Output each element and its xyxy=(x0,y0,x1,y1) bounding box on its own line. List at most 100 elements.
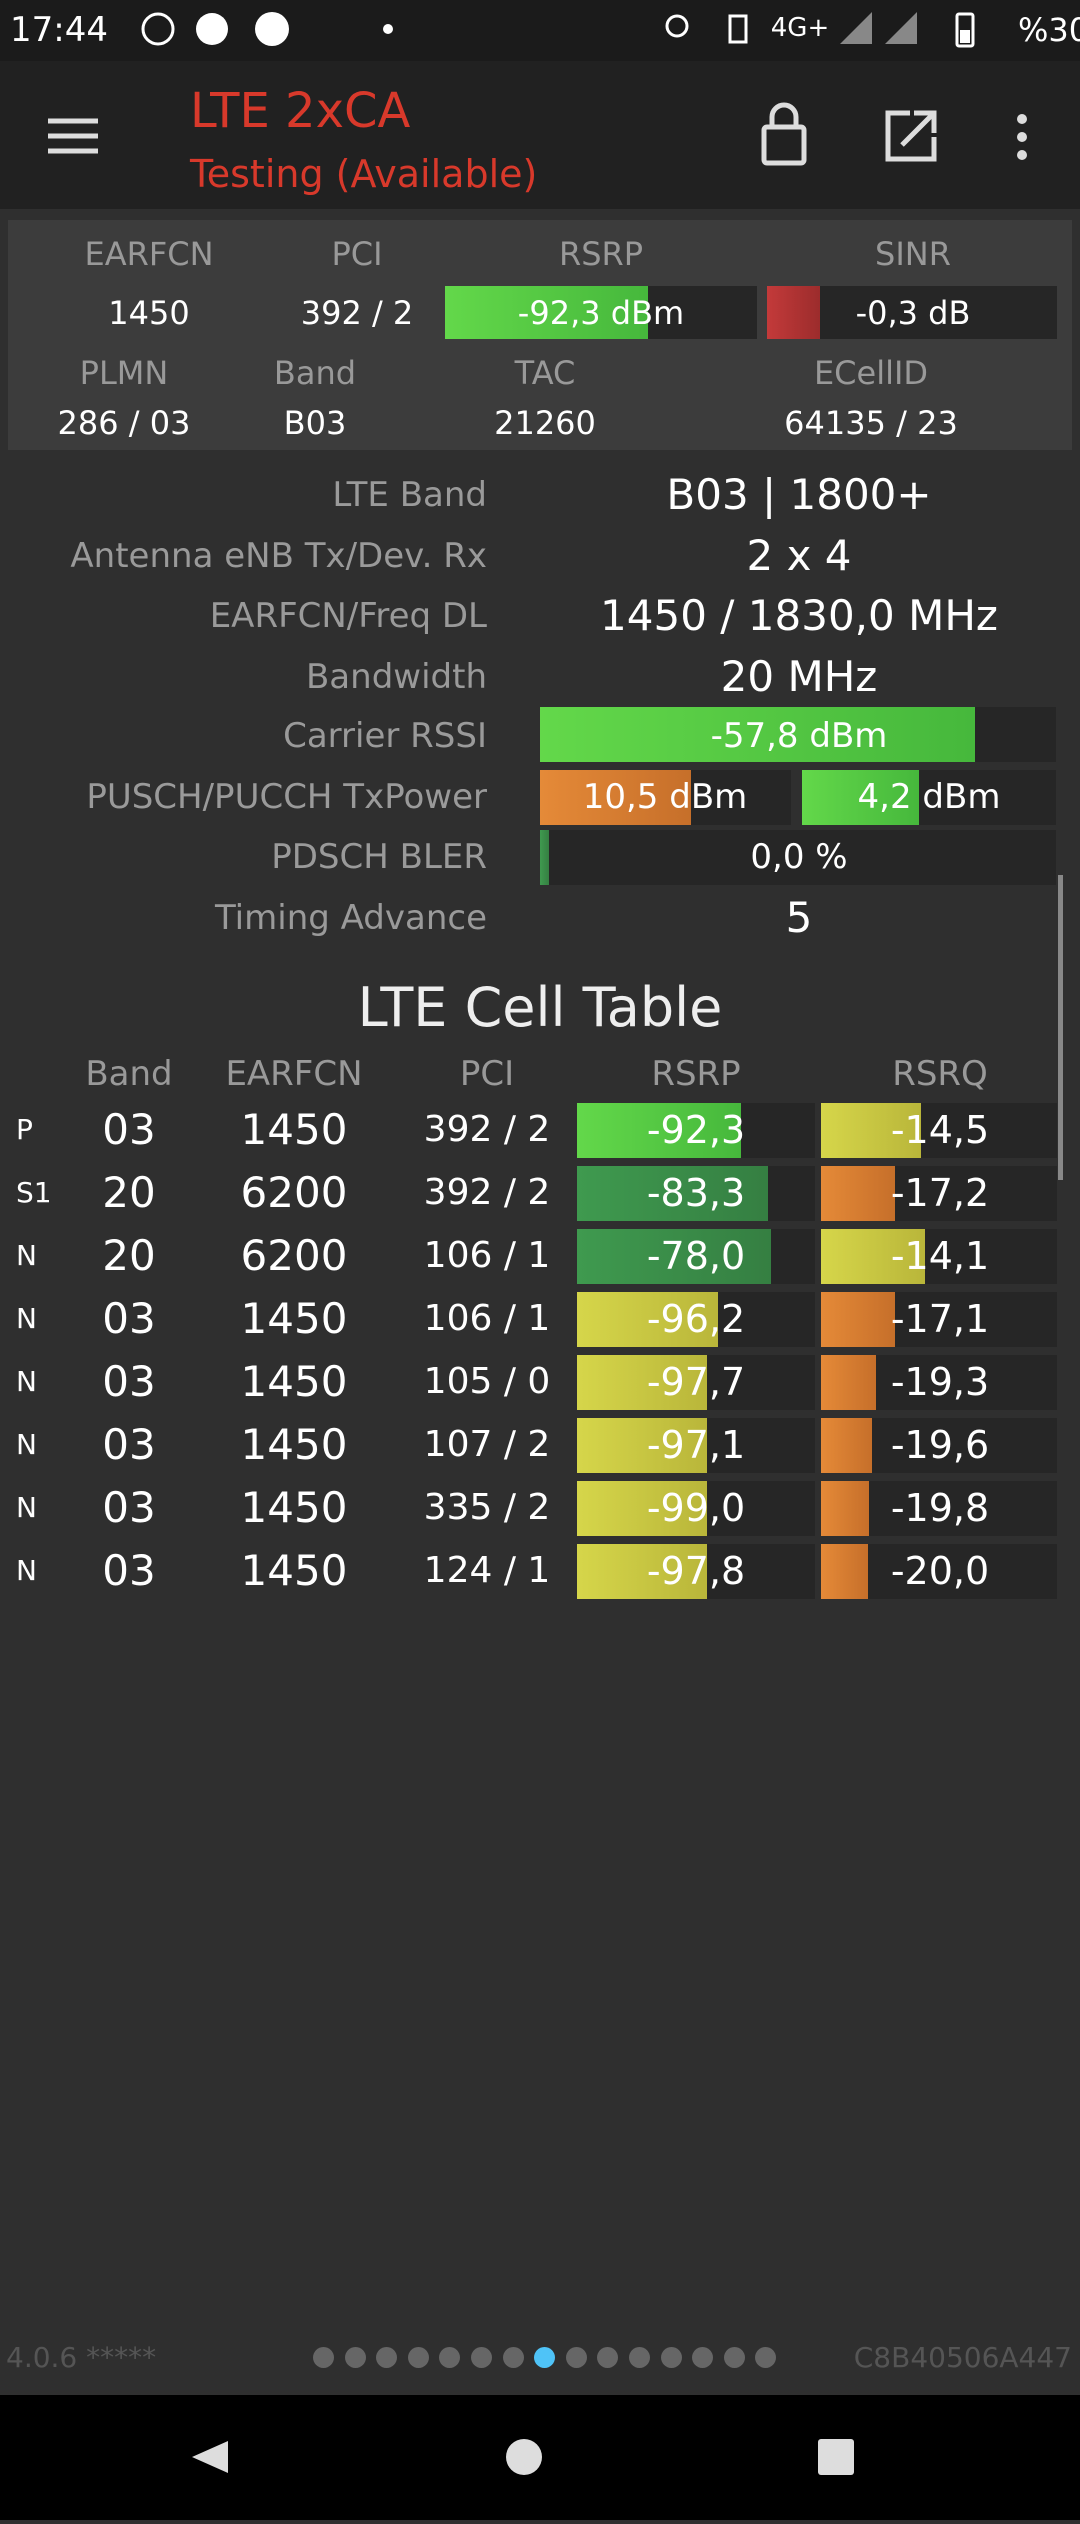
rsrq-meter xyxy=(821,1544,1057,1599)
rsrp-meter xyxy=(577,1292,815,1347)
rsrp-meter xyxy=(577,1229,815,1284)
cell-earfcn: 1450 xyxy=(240,1420,348,1469)
detail-label: Timing Advance xyxy=(214,898,487,938)
page-dot[interactable] xyxy=(376,2347,398,2368)
page-dot[interactable] xyxy=(660,2347,682,2368)
share-button[interactable] xyxy=(885,110,937,162)
column-header: RSRQ xyxy=(892,1054,988,1094)
cell-band: 20 xyxy=(102,1168,156,1217)
meter-fill xyxy=(577,1229,772,1284)
lock-button[interactable] xyxy=(761,102,807,166)
page-dot[interactable] xyxy=(502,2347,524,2368)
summary-value: -92,3 dBm xyxy=(517,294,685,332)
status-bar xyxy=(0,0,1080,61)
app-title: LTE 2xCA xyxy=(190,83,411,139)
rssi-meter xyxy=(540,707,1056,762)
cell-earfcn: 1450 xyxy=(240,1105,348,1154)
page-dot[interactable] xyxy=(629,2347,650,2368)
page-dot[interactable] xyxy=(597,2347,619,2368)
menu-button[interactable] xyxy=(48,118,98,154)
cell-type: N xyxy=(16,1554,37,1587)
detail-label: LTE Band xyxy=(332,475,487,515)
meter-fill xyxy=(821,1355,876,1410)
column-header: EARFCN xyxy=(225,1054,363,1094)
rsrp-meter xyxy=(577,1544,815,1599)
summary-value: 21260 xyxy=(494,404,596,442)
nav-bar xyxy=(0,2395,1080,2520)
page-dot[interactable] xyxy=(565,2347,587,2368)
app-subtitle: Testing (Available) xyxy=(190,152,538,196)
cell-rsrq: -17,2 xyxy=(890,1171,990,1215)
toolbar xyxy=(0,61,1080,209)
back-button[interactable] xyxy=(192,2441,228,2473)
detail-value: 10,5 dBm xyxy=(582,777,748,817)
meter-fill xyxy=(540,830,549,885)
cell-rsrp: -97,8 xyxy=(646,1549,746,1593)
scrollbar xyxy=(1058,875,1063,1180)
rsrq-meter xyxy=(821,1418,1057,1473)
cell-pci: 106 / 1 xyxy=(423,1298,551,1339)
cell-rsrq: -14,1 xyxy=(890,1234,990,1278)
app-version: 4.0.6 ***** xyxy=(6,2341,157,2374)
cell-type: N xyxy=(16,1428,37,1461)
cell-band: 03 xyxy=(102,1483,156,1532)
cell-type: N xyxy=(16,1491,37,1524)
cell-earfcn: 1450 xyxy=(240,1483,348,1532)
detail-label: Bandwidth xyxy=(305,657,487,697)
meter-fill xyxy=(577,1418,708,1473)
cell-type: N xyxy=(16,1302,37,1335)
page-dot[interactable] xyxy=(313,2347,334,2368)
cell-rsrp: -78,0 xyxy=(646,1234,746,1278)
cell-band: 03 xyxy=(102,1357,156,1406)
page-dot[interactable] xyxy=(534,2347,556,2368)
meter-fill xyxy=(577,1481,708,1536)
cell-type: N xyxy=(16,1365,37,1398)
cell-rsrp: -97,1 xyxy=(646,1423,746,1467)
meter-fill xyxy=(821,1418,873,1473)
summary-label: PLMN xyxy=(79,354,169,392)
rsrq-meter xyxy=(821,1229,1057,1284)
meter-fill xyxy=(821,1229,926,1284)
cell-rsrp: -83,3 xyxy=(646,1171,746,1215)
page-dot[interactable] xyxy=(755,2347,777,2368)
summary-value: 286 / 03 xyxy=(57,404,191,442)
rsrp-meter xyxy=(577,1355,815,1410)
meter-fill xyxy=(821,1544,868,1599)
column-header: RSRP xyxy=(651,1054,741,1094)
more-button[interactable] xyxy=(1017,114,1027,160)
cell-pci: 106 / 1 xyxy=(423,1235,551,1276)
summary-value: 1450 xyxy=(108,294,190,332)
cell-earfcn: 6200 xyxy=(240,1168,348,1217)
meter-fill xyxy=(821,1292,895,1347)
home-button[interactable] xyxy=(506,2439,542,2475)
cell-earfcn: 1450 xyxy=(240,1546,348,1595)
cell-rsrq: -14,5 xyxy=(890,1108,990,1152)
meter-fill xyxy=(767,286,820,339)
recents-button[interactable] xyxy=(818,2439,854,2475)
cell-pci: 124 / 1 xyxy=(423,1550,551,1591)
detail-label: Antenna eNB Tx/Dev. Rx xyxy=(70,536,487,576)
detail-value: 1450 / 1830,0 MHz xyxy=(600,591,998,640)
page-dot[interactable] xyxy=(344,2347,366,2368)
page-dot[interactable] xyxy=(407,2347,429,2368)
summary-value: 64135 / 23 xyxy=(784,404,958,442)
rsrp-meter xyxy=(577,1166,815,1221)
bler-meter xyxy=(540,830,1056,885)
cell-band: 03 xyxy=(102,1105,156,1154)
page-dot[interactable] xyxy=(471,2347,492,2368)
page-dot[interactable] xyxy=(723,2347,745,2368)
summary-label: RSRP xyxy=(558,235,644,273)
detail-value: 0,0 % xyxy=(750,837,848,877)
summary-value: 392 / 2 xyxy=(300,294,414,332)
cell-rsrp: -92,3 xyxy=(646,1108,746,1152)
rsrq-meter xyxy=(821,1355,1057,1410)
page-dot[interactable] xyxy=(692,2347,714,2368)
cell-band: 20 xyxy=(102,1231,156,1280)
detail-label: EARFCN/Freq DL xyxy=(209,596,487,636)
cell-pci: 392 / 2 xyxy=(423,1172,551,1213)
cell-pci: 105 / 0 xyxy=(423,1361,551,1402)
summary-label: EARFCN xyxy=(84,235,214,273)
page-dot[interactable] xyxy=(439,2347,461,2368)
cell-type: N xyxy=(16,1239,37,1272)
cell-pci: 107 / 2 xyxy=(423,1424,551,1465)
